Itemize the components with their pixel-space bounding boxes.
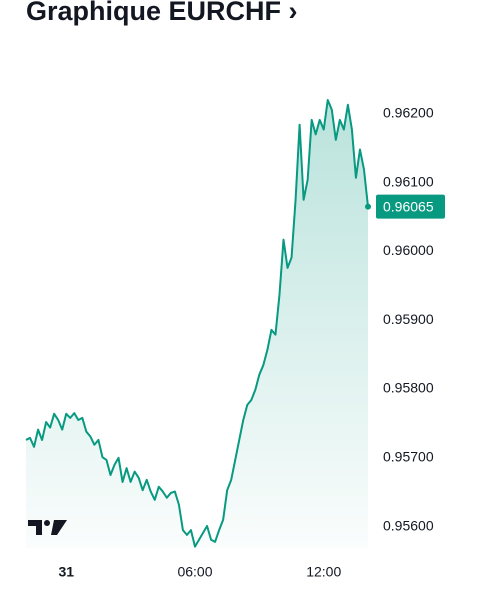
y-tick-label: 0.95600 — [383, 517, 434, 533]
last-point — [365, 203, 371, 210]
price-line — [25, 98, 369, 548]
y-tick-label: 0.96200 — [383, 104, 434, 120]
last-price-label: 0.96065 — [383, 198, 434, 214]
x-tick-label: 06:00 — [177, 564, 212, 580]
y-tick-label: 0.96100 — [383, 173, 434, 189]
tradingview-logo — [28, 520, 67, 535]
chart-title[interactable]: Graphique EURCHF › — [26, 0, 298, 26]
last-price-badge — [376, 194, 445, 219]
y-tick-label: 0.96000 — [383, 242, 434, 258]
y-tick-label: 0.95800 — [383, 380, 434, 396]
plot-area: 0.95600 0.95700 0.95800 0.95900 0.96000 0.961… — [25, 98, 445, 580]
x-tick-label: 31 — [58, 564, 74, 580]
x-tick-label: 12:00 — [306, 564, 341, 580]
area-fill — [26, 99, 368, 549]
y-tick-label: 0.95900 — [383, 311, 434, 327]
y-tick-label: 0.95700 — [383, 449, 434, 465]
